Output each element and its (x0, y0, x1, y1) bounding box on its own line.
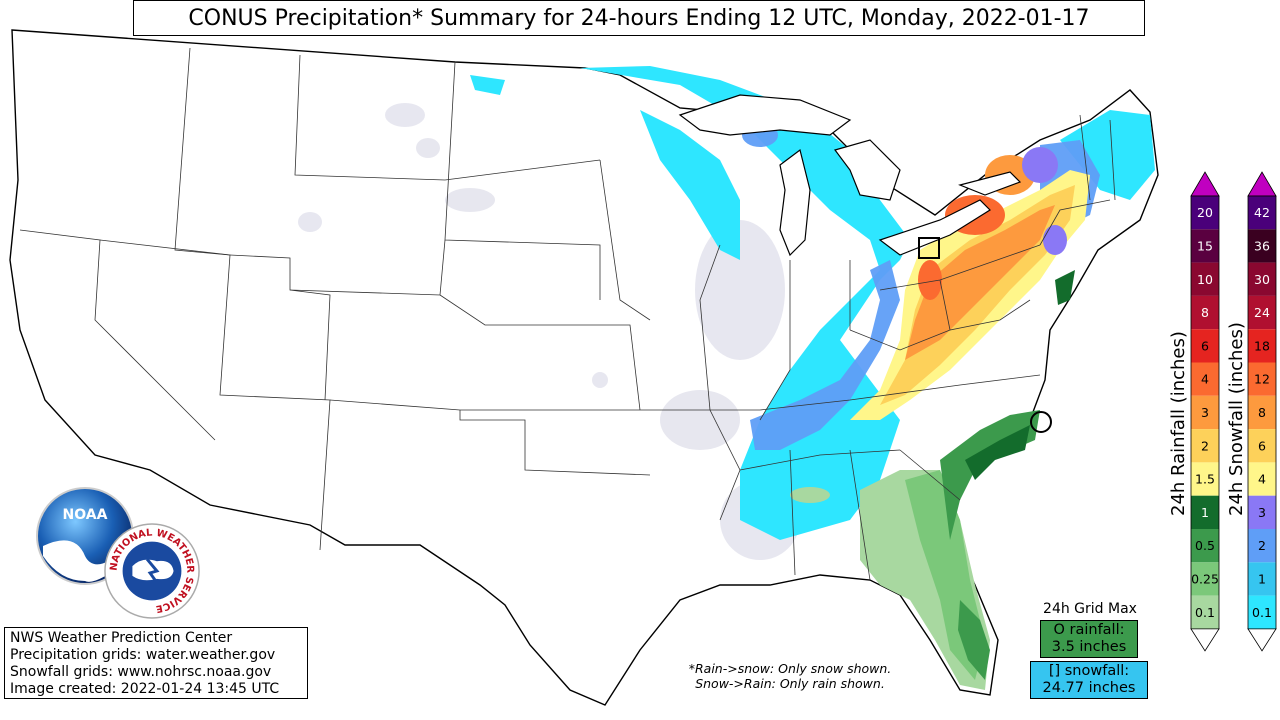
snow-legend-level-label: 4 (1258, 472, 1266, 487)
note-line-2: Snow->Rain: Only rain shown. (695, 676, 885, 691)
snow-legend-swatch (1248, 529, 1276, 563)
legends: 201510864321.510.50.250.1423630241812864… (1190, 171, 1277, 652)
snow-legend-swatch (1248, 362, 1276, 396)
snow-legend-swatch (1248, 462, 1276, 496)
rain-legend-swatch (1191, 262, 1219, 296)
rain-legend-swatch (1191, 395, 1219, 430)
snow-legend-swatch (1248, 429, 1276, 463)
rain-legend-swatch (1191, 495, 1219, 529)
rain-legend-swatch (1191, 362, 1219, 396)
snow-legend-swatch (1248, 595, 1276, 629)
snow-legend-level-label: 0.1 (1252, 605, 1272, 620)
grid-max-snow-label: [] snowfall: (1048, 663, 1130, 679)
rain-legend-level-label: 3 (1201, 405, 1209, 420)
grid-max-snow-box: [] snowfall: 24.77 inches (1030, 661, 1148, 699)
rain-legend-level-label: 0.1 (1195, 605, 1215, 620)
rain-legend-arrow-bottom (1190, 628, 1220, 652)
snow-legend-swatch (1248, 562, 1276, 596)
snow-legend-level-label: 36 (1254, 238, 1270, 253)
info-box: NWS Weather Prediction Center Precipitat… (4, 627, 308, 699)
rain-legend-level-label: 2 (1201, 438, 1209, 453)
rain-legend-level-label: 0.5 (1195, 538, 1215, 553)
snow-legend-swatch (1248, 295, 1276, 330)
rain-legend-arrow-top (1190, 171, 1220, 197)
rain-legend-level-label: 15 (1197, 238, 1213, 253)
snow-legend-level-label: 6 (1258, 438, 1266, 453)
rain-legend-level-label: 1 (1201, 505, 1209, 520)
rain-legend-level-label: 8 (1201, 305, 1209, 320)
rain-legend-swatch (1191, 529, 1219, 563)
snow-legend-level-label: 42 (1254, 205, 1270, 220)
rain-legend-swatch (1191, 229, 1219, 263)
info-line-created: Image created: 2022-01-24 13:45 UTC (10, 681, 280, 697)
note-line-1: *Rain->snow: Only snow shown. (688, 661, 892, 676)
rain-legend-swatch (1191, 595, 1219, 629)
snow-legend-swatch (1248, 229, 1276, 263)
rain-legend-swatch (1191, 196, 1219, 230)
snow-legend-swatch (1248, 395, 1276, 430)
rain-legend-level-label: 20 (1197, 205, 1213, 220)
rain-legend-level-label: 6 (1201, 338, 1209, 353)
info-line-snow-grids: Snowfall grids: www.nohrsc.noaa.gov (10, 664, 272, 680)
grid-max-rain-label: O rainfall: (1053, 622, 1125, 638)
rain-legend-label: 24h Rainfall (inches) (1168, 331, 1189, 516)
snow-legend-arrow-top (1247, 171, 1277, 197)
snow-legend-swatch (1248, 262, 1276, 296)
noaa-logo-text: NOAA (63, 507, 108, 523)
rain-snow-note: *Rain->snow: Only snow shown. Snow->Rain… (650, 661, 930, 691)
info-line-wpc: NWS Weather Prediction Center (10, 630, 233, 646)
rain-legend-swatch (1191, 429, 1219, 463)
rain-legend-level-label: 10 (1197, 272, 1213, 287)
snow-legend-swatch (1248, 196, 1276, 230)
snow-legend-label: 24h Snowfall (inches) (1226, 322, 1247, 516)
rain-legend-swatch (1191, 295, 1219, 330)
rain-legend-level-label: 0.25 (1191, 571, 1219, 586)
rain-legend-swatch (1191, 562, 1219, 596)
snow-legend-level-label: 30 (1254, 272, 1270, 287)
info-line-precip-grids: Precipitation grids: water.weather.gov (10, 647, 276, 663)
rain-legend-swatch (1191, 329, 1219, 363)
grid-max-rain-box: O rainfall: 3.5 inches (1040, 620, 1138, 658)
rain-legend-level-label: 4 (1201, 372, 1209, 387)
grid-max-snow-value: 24.77 inches (1042, 680, 1136, 696)
snow-legend-level-label: 8 (1258, 405, 1266, 420)
snow-legend-level-label: 24 (1254, 305, 1270, 320)
grid-max-rain-value: 3.5 inches (1051, 639, 1127, 655)
snow-legend-swatch (1248, 495, 1276, 529)
snow-legend-level-label: 3 (1258, 505, 1266, 520)
snow-legend-level-label: 18 (1254, 338, 1270, 353)
snow-legend-swatch (1248, 329, 1276, 363)
snow-legend-level-label: 12 (1254, 372, 1270, 387)
map-title: CONUS Precipitation* Summary for 24-hour… (133, 0, 1145, 36)
snow-legend-level-label: 1 (1258, 571, 1266, 586)
nws-logo: NATIONAL WEATHER SERVICE (104, 523, 200, 619)
rain-legend-level-label: 1.5 (1195, 472, 1215, 487)
snow-legend-level-label: 2 (1258, 538, 1266, 553)
snow-legend-arrow-bottom (1247, 628, 1277, 652)
grid-max-title: 24h Grid Max (1043, 601, 1137, 617)
rain-legend-swatch (1191, 462, 1219, 496)
